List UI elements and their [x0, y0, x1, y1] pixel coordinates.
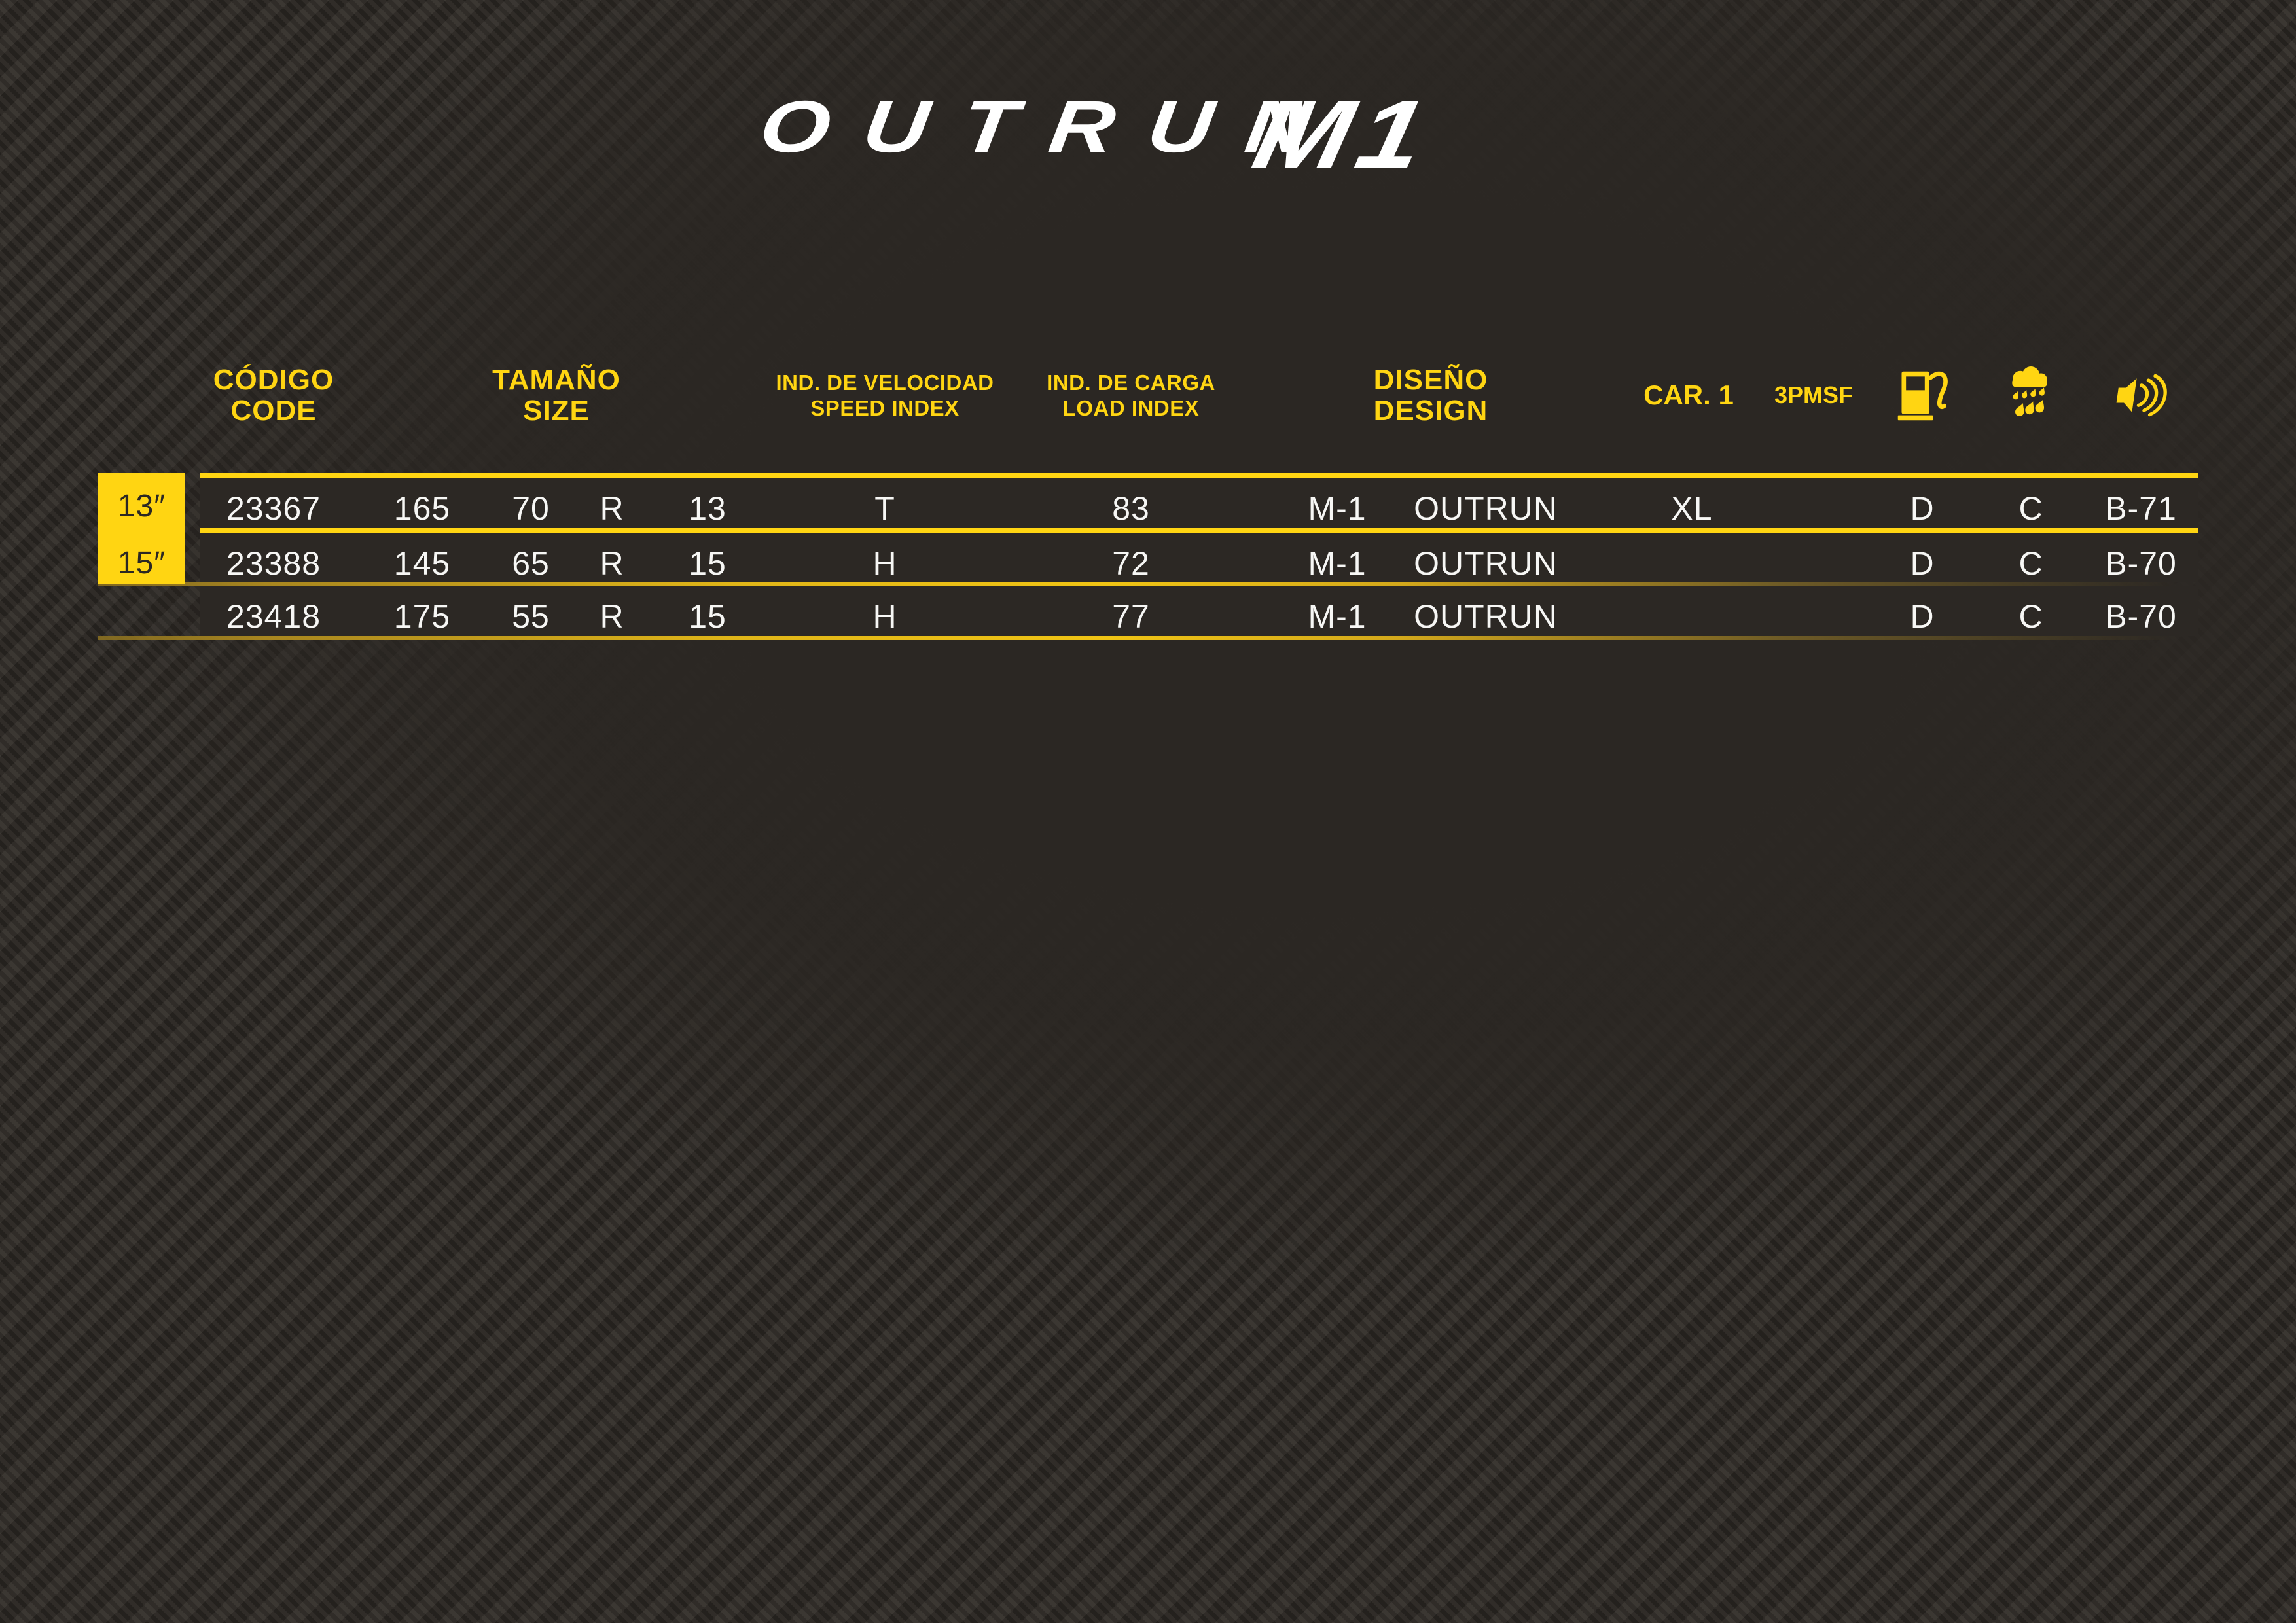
header-codigo-en: CODE: [230, 395, 317, 427]
header-velocidad-es: IND. DE VELOCIDAD: [776, 370, 994, 395]
cell-load-index: 72: [1112, 545, 1150, 582]
cell-speed-index: H: [872, 598, 897, 635]
column-header-car1: CAR. 1: [1604, 353, 1774, 437]
cell-wet-grip-grade: C: [2018, 490, 2043, 527]
noise-icon: [2111, 364, 2170, 427]
header-tamano-es: TAMAÑO: [492, 364, 620, 396]
product-logo: OUTRUN M1: [755, 80, 1442, 188]
table-row: 23418 175 55 R 15 H 77 M-1 OUTRUN D C B-…: [0, 586, 2296, 636]
cell-construction: R: [600, 545, 624, 582]
cell-profile: 55: [512, 598, 550, 635]
cell-construction: R: [600, 598, 624, 635]
fuel-pump-icon: [1893, 364, 1952, 427]
row-background: [200, 478, 2198, 528]
table-top-line: [200, 473, 2198, 478]
header-tamano-en: SIZE: [523, 395, 590, 427]
cell-design-code: M-1: [1308, 598, 1367, 635]
cell-code: 23367: [226, 490, 321, 527]
cell-noise-grade: B-70: [2105, 545, 2177, 582]
cell-width: 175: [393, 598, 451, 635]
header-carga-en: LOAD INDEX: [1062, 396, 1200, 420]
cell-wet-grip-grade: C: [2018, 598, 2043, 635]
cell-noise-grade: B-71: [2105, 490, 2177, 527]
cell-car1: [1607, 533, 1777, 582]
column-header-design: DISEÑO DESIGN: [1333, 353, 1529, 437]
row-separator-line: [200, 528, 2198, 533]
column-header-load-index: IND. DE CARGA LOAD INDEX: [1013, 353, 1249, 437]
table-bottom-gradient-line: [98, 636, 2199, 640]
cell-profile: 65: [512, 545, 550, 582]
cell-diameter: 13: [689, 490, 726, 527]
header-car1-label: CAR. 1: [1643, 380, 1734, 410]
column-header-size: TAMAÑO SIZE: [458, 353, 655, 437]
rim-size-label: 15″: [117, 546, 166, 580]
cell-fuel-grade: D: [1910, 545, 1935, 582]
cell-design-name: OUTRUN: [1414, 545, 1558, 582]
cell-code: 23388: [226, 545, 321, 582]
header-diseno-es: DISEÑO: [1373, 364, 1488, 396]
cell-noise-grade: B-70: [2105, 598, 2177, 635]
cell-car1: [1607, 586, 1777, 636]
header-codigo-es: CÓDIGO: [213, 364, 334, 396]
cell-design-code: M-1: [1308, 545, 1367, 582]
header-carga-es: IND. DE CARGA: [1047, 370, 1215, 395]
column-header-3pmsf: 3PMSF: [1748, 353, 1879, 437]
cell-diameter: 15: [689, 598, 726, 635]
header-3pmsf-label: 3PMSF: [1774, 382, 1854, 408]
column-header-speed-index: IND. DE VELOCIDAD SPEED INDEX: [747, 353, 1022, 437]
cell-width: 165: [393, 490, 451, 527]
header-velocidad-en: SPEED INDEX: [810, 396, 960, 420]
cell-car1: XL: [1671, 490, 1713, 527]
table-row: 23367 165 70 R 13 T 83 M-1 OUTRUN XL D C…: [0, 478, 2296, 528]
cell-load-index: 77: [1112, 598, 1150, 635]
cell-speed-index: T: [874, 490, 895, 527]
header-diseno-en: DESIGN: [1373, 395, 1488, 427]
rim-size-label: 13″: [117, 489, 166, 524]
cell-design-name: OUTRUN: [1414, 598, 1558, 635]
cell-diameter: 15: [689, 545, 726, 582]
cell-speed-index: H: [872, 545, 897, 582]
cell-profile: 70: [512, 490, 550, 527]
cell-construction: R: [600, 490, 624, 527]
cell-fuel-grade: D: [1910, 598, 1935, 635]
cell-design-name: OUTRUN: [1414, 490, 1558, 527]
row-background: [200, 533, 2198, 582]
cell-fuel-grade: D: [1910, 490, 1935, 527]
cell-load-index: 83: [1112, 490, 1150, 527]
rim-size-badge: 13″ 15″: [98, 473, 185, 584]
cell-width: 145: [393, 545, 451, 582]
cell-wet-grip-grade: C: [2018, 545, 2043, 582]
rain-icon: [2001, 364, 2060, 427]
row-separator-gradient-line: [98, 582, 2199, 586]
logo-model-text: M1: [1244, 80, 1443, 188]
column-header-code: CÓDIGO CODE: [175, 353, 372, 437]
cell-code: 23418: [226, 598, 321, 635]
row-background: [200, 586, 2198, 636]
table-row: 23388 145 65 R 15 H 72 M-1 OUTRUN D C B-…: [0, 533, 2296, 582]
cell-design-code: M-1: [1308, 490, 1367, 527]
